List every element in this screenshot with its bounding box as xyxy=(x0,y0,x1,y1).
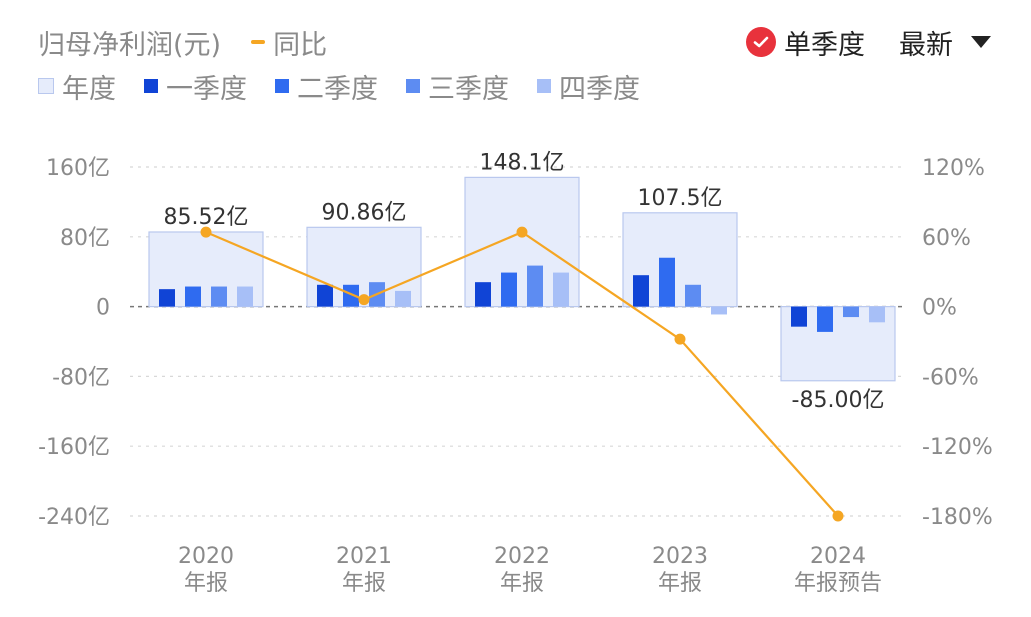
left-axis-tick-label: 80亿 xyxy=(60,226,110,251)
right-axis-tick-label: -120% xyxy=(922,435,993,460)
annual-value-label: 148.1亿 xyxy=(480,150,565,175)
quarter-bar xyxy=(237,286,253,307)
x-axis-type-label: 年报 xyxy=(500,571,544,596)
single-quarter-toggle[interactable]: 单季度 xyxy=(746,23,865,62)
x-axis-type-label: 年报预告 xyxy=(794,571,882,596)
annual-value-label: 90.86亿 xyxy=(322,200,407,225)
legend-label: 年度 xyxy=(62,73,116,105)
legend-item[interactable]: 四季度 xyxy=(537,67,640,106)
right-axis-tick-label: -180% xyxy=(922,505,993,530)
yoy-legend-label: 同比 xyxy=(273,29,328,61)
left-axis-tick-label: 160亿 xyxy=(46,156,110,181)
x-axis-type-label: 年报 xyxy=(342,571,386,596)
annual-value-label: 107.5亿 xyxy=(638,186,723,211)
yoy-point xyxy=(358,294,370,306)
left-axis-tick-label: 0 xyxy=(96,296,110,321)
yoy-point xyxy=(200,226,212,238)
right-axis-tick-label: -60% xyxy=(922,365,979,390)
chart-title: 归母净利润(元) xyxy=(38,29,222,61)
quarter-bar xyxy=(159,289,175,307)
quarter-bar xyxy=(211,286,227,307)
x-axis-year-label: 2024 xyxy=(810,544,866,569)
legend-swatch xyxy=(406,79,420,93)
chart-controls: 单季度 最新 xyxy=(746,22,991,62)
x-axis-year-label: 2023 xyxy=(652,544,708,569)
legend-item[interactable]: 二季度 xyxy=(275,67,378,106)
quarter-bar xyxy=(185,286,201,307)
caret-down-icon xyxy=(971,36,991,48)
quarter-bar xyxy=(553,272,569,307)
legend-item[interactable]: 三季度 xyxy=(406,67,509,106)
legend-label: 二季度 xyxy=(297,73,378,105)
quarter-bar xyxy=(711,306,727,315)
legend-item[interactable]: 一季度 xyxy=(144,67,247,106)
legend-swatch xyxy=(144,79,158,93)
quarter-bar xyxy=(527,265,543,307)
legend-label: 三季度 xyxy=(428,73,509,105)
legend-swatch xyxy=(275,79,289,93)
x-axis-year-label: 2021 xyxy=(336,544,392,569)
quarter-bar xyxy=(817,306,833,332)
chart-header: 归母净利润(元) 同比 xyxy=(38,22,327,62)
legend-swatch xyxy=(537,79,551,93)
quarter-bar xyxy=(791,306,807,327)
period-label: 最新 xyxy=(899,29,953,61)
annual-value-label: -85.00亿 xyxy=(792,388,885,413)
legend-item[interactable]: 年度 xyxy=(38,67,116,106)
right-axis-tick-label: 120% xyxy=(922,156,985,181)
quarter-bar xyxy=(685,284,701,307)
check-icon xyxy=(746,27,776,57)
quarter-bar xyxy=(395,290,411,307)
legend-label: 四季度 xyxy=(559,73,640,105)
single-quarter-label: 单季度 xyxy=(784,29,865,61)
legend: 年度 一季度 二季度 三季度 四季度 xyxy=(38,66,668,106)
quarter-bar xyxy=(475,282,491,307)
quarter-bar xyxy=(843,306,859,318)
yoy-point xyxy=(674,333,686,345)
annual-value-label: 85.52亿 xyxy=(164,205,249,230)
left-axis-tick-label: -160亿 xyxy=(38,435,110,460)
left-axis-tick-label: -80亿 xyxy=(52,365,110,390)
yoy-point xyxy=(832,510,844,522)
quarter-bar xyxy=(659,257,675,307)
legend-swatch xyxy=(38,78,54,94)
x-axis-type-label: 年报 xyxy=(184,571,228,596)
period-dropdown[interactable]: 最新 xyxy=(865,23,991,62)
yoy-legend-swatch xyxy=(251,40,266,44)
quarter-bar xyxy=(343,284,359,307)
quarter-bar xyxy=(633,275,649,307)
x-axis-year-label: 2022 xyxy=(494,544,550,569)
quarter-bar xyxy=(501,272,517,307)
left-axis-tick-label: -240亿 xyxy=(38,505,110,530)
quarter-bar xyxy=(317,284,333,307)
legend-label: 一季度 xyxy=(166,73,247,105)
yoy-point xyxy=(516,226,528,238)
x-axis-type-label: 年报 xyxy=(658,571,702,596)
x-axis-year-label: 2020 xyxy=(178,544,234,569)
quarter-bar xyxy=(869,306,885,323)
right-axis-tick-label: 60% xyxy=(922,226,971,251)
right-axis-tick-label: 0% xyxy=(922,296,957,321)
